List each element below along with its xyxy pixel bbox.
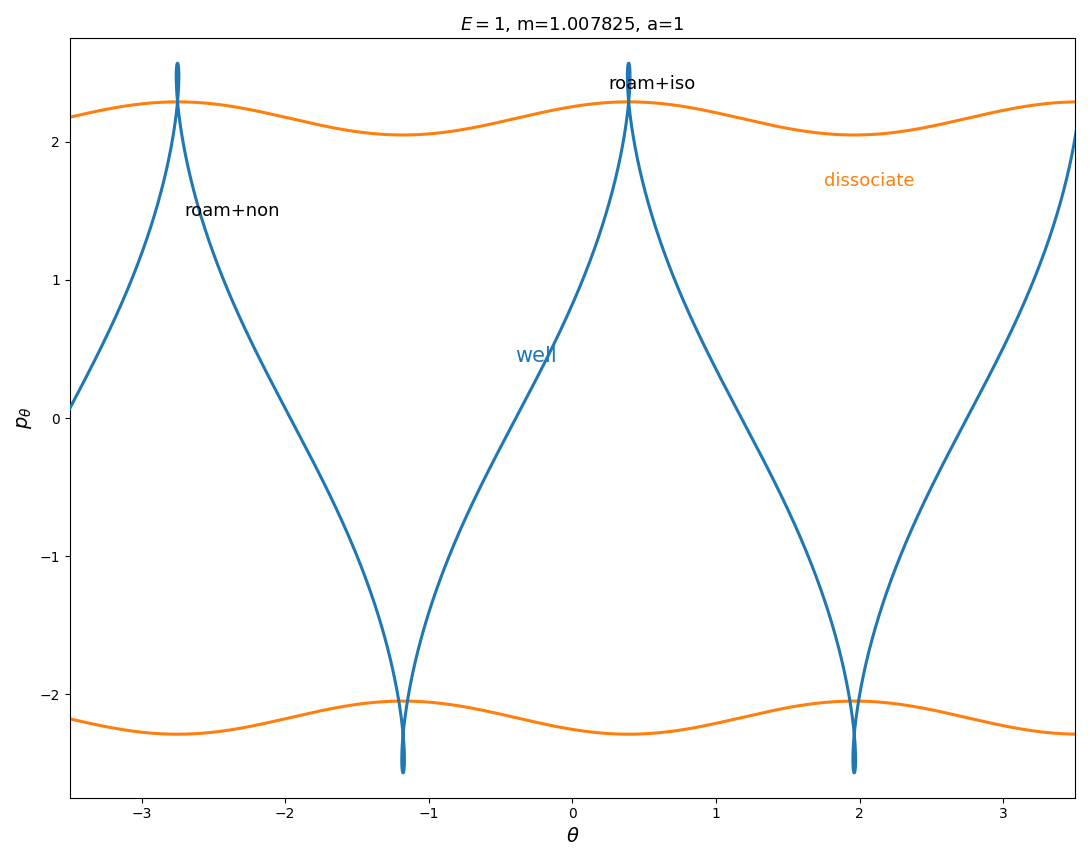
Text: dissociate: dissociate — [824, 171, 915, 189]
Title: $E = 1$, m=1.007825, a=1: $E = 1$, m=1.007825, a=1 — [460, 15, 685, 34]
Text: roam+non: roam+non — [184, 202, 280, 220]
X-axis label: $\theta$: $\theta$ — [566, 827, 579, 846]
Text: roam+iso: roam+iso — [608, 75, 695, 93]
Y-axis label: $p_{\theta}$: $p_{\theta}$ — [15, 406, 34, 430]
Text: well: well — [516, 346, 557, 366]
